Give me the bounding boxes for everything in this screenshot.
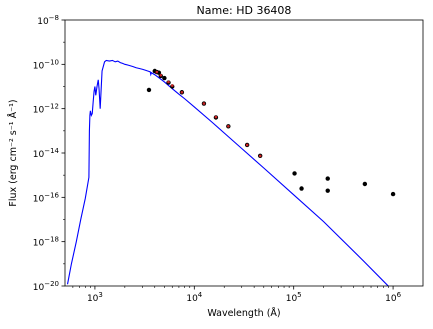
plot-frame (64, 19, 424, 287)
model-photometry-point (155, 70, 159, 74)
x-tick-label: 103 (87, 291, 103, 304)
y-tick-label: 10−20 (33, 280, 59, 293)
chart-title: Name: HD 36408 (197, 4, 292, 17)
photometry-point (325, 176, 330, 181)
model-photometry-point (258, 154, 262, 158)
x-axis-label: Wavelength (Å) (207, 307, 280, 319)
y-tick-label: 10−18 (33, 236, 59, 249)
model-photometry-point (227, 125, 230, 128)
photometry-point (390, 191, 396, 197)
photometry-point (362, 181, 368, 187)
y-tick-label: 10−12 (33, 103, 59, 116)
x-tick-label: 105 (286, 291, 302, 304)
model-photometry-point (180, 90, 184, 94)
model-photometry-point (167, 80, 170, 84)
model-photometry-point (170, 84, 174, 87)
y-tick-label: 10−8 (37, 14, 59, 27)
model-photometry-point (202, 102, 206, 105)
y-axis-label: Flux (erg cm⁻² s⁻¹ Å⁻¹) (7, 99, 19, 206)
photometry-point (162, 75, 167, 81)
x-tick-label: 106 (385, 291, 401, 304)
photometry-point (299, 186, 304, 191)
y-tick-label: 10−16 (33, 191, 60, 204)
model-spectrum-line (66, 59, 389, 286)
photometry-point (292, 171, 297, 176)
model-photometry-point (159, 74, 163, 77)
y-tick-label: 10−10 (33, 58, 59, 71)
y-tick-label: 10−14 (33, 147, 60, 160)
model-photometry-point (245, 143, 249, 147)
x-tick-label: 104 (186, 291, 202, 304)
photometry-point (325, 188, 330, 193)
model-photometry-point (214, 115, 218, 119)
photometry-point (146, 87, 152, 93)
